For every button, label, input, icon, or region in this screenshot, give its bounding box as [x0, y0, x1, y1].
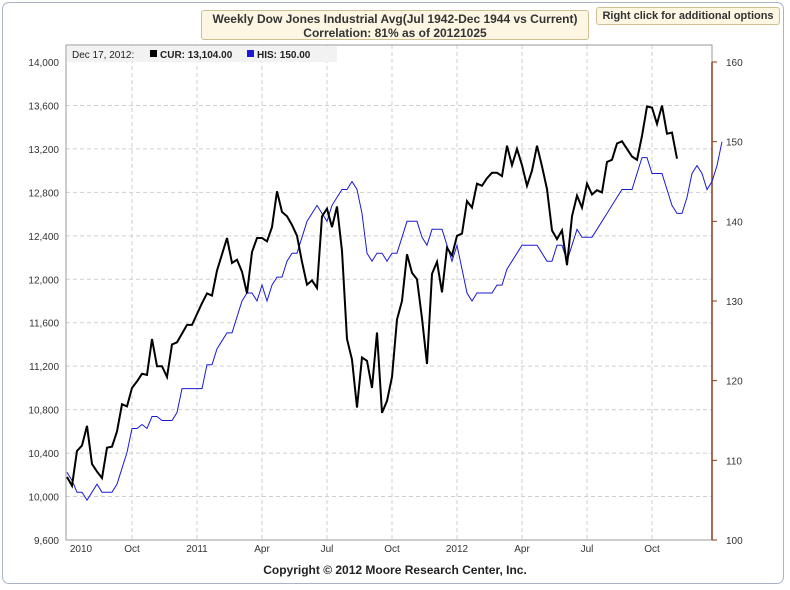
- y-right-tick-label: 140: [726, 217, 743, 228]
- x-tick-label: Apr: [254, 544, 270, 555]
- x-tick-label: 2011: [186, 544, 208, 555]
- x-tick-label: Oct: [644, 544, 660, 555]
- y-right-tick-label: 150: [726, 138, 743, 149]
- legend-cur-label: CUR: 13,104.00: [160, 50, 233, 61]
- y-left-tick-label: 14,000: [28, 58, 59, 69]
- y-left-tick-label: 12,400: [28, 232, 59, 243]
- y-right-tick-label: 130: [726, 297, 743, 308]
- y-right-ticks: 100 110 120 130 140 150 160: [712, 58, 743, 547]
- his-series-line: [66, 141, 723, 502]
- x-tick-label: 2012: [446, 544, 469, 555]
- y-left-tick-label: 12,800: [28, 188, 59, 199]
- y-left-tick-label: 10,400: [28, 449, 59, 460]
- x-tick-label: Jul: [321, 544, 334, 555]
- legend-his-swatch: [247, 50, 254, 57]
- cur-series-line: [66, 105, 678, 489]
- y-left-tick-label: 9,600: [34, 536, 59, 547]
- y-left-tick-label: 10,000: [28, 493, 59, 504]
- x-tick-label: Oct: [124, 544, 140, 555]
- chart-title: Weekly Dow Jones Industrial Avg(Jul 1942…: [212, 12, 578, 26]
- plot-area-border: [65, 44, 713, 541]
- x-tick-label: Jul: [581, 544, 594, 555]
- grid-lines: [66, 45, 712, 540]
- y-right-tick-label: 100: [726, 536, 743, 547]
- legend-date: Dec 17, 2012:: [72, 50, 134, 61]
- legend-cur-swatch: [150, 50, 157, 57]
- y-left-tick-label: 11,600: [29, 319, 59, 330]
- legend-background: [67, 46, 337, 62]
- chart-subtitle: Correlation: 81% as of 20121025: [303, 26, 487, 40]
- x-tick-label: Oct: [384, 544, 400, 555]
- copyright-text: Copyright © 2012 Moore Research Center, …: [263, 563, 527, 577]
- x-ticks: 2010 Oct 2011 Apr Jul Oct 2012 Apr Jul Oct: [70, 544, 660, 555]
- y-left-tick-label: 12,000: [28, 275, 59, 286]
- y-right-tick-label: 120: [726, 377, 743, 388]
- x-tick-label: 2010: [70, 544, 93, 555]
- y-left-ticks: 9,600 10,000 10,400 10,800 11,200 11,600 12,00…: [28, 58, 59, 547]
- legend-his-label: HIS: 150.00: [257, 50, 311, 61]
- x-tick-label: Apr: [514, 544, 530, 555]
- y-right-tick-label: 160: [726, 58, 743, 69]
- chart-title-box: Weekly Dow Jones Industrial Avg(Jul 1942…: [201, 10, 589, 40]
- options-button[interactable]: Right click for additional options: [596, 7, 780, 25]
- y-left-tick-label: 11,200: [29, 362, 59, 373]
- y-left-tick-label: 13,600: [28, 101, 59, 112]
- y-left-tick-label: 10,800: [28, 406, 59, 417]
- y-left-tick-label: 13,200: [28, 145, 59, 156]
- legend: Dec 17, 2012: CUR: 13,104.00 HIS: 150.00: [67, 46, 337, 62]
- y-right-tick-label: 110: [726, 456, 742, 467]
